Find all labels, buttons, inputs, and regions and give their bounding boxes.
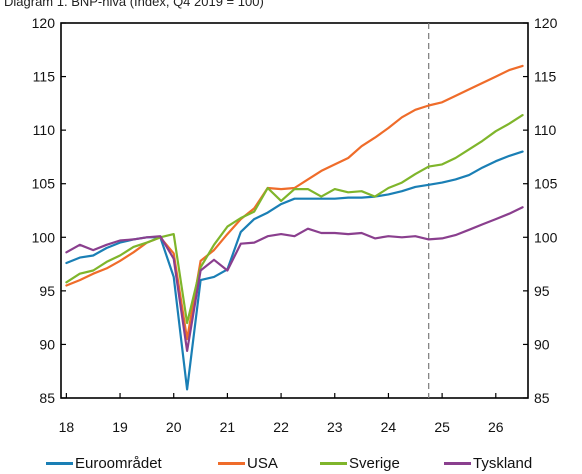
legend-label-euroomr-det: Euroområdet [75, 454, 162, 472]
legend-item-usa: USA [218, 452, 278, 474]
y-tick-label-right: 110 [534, 122, 557, 138]
legend-swatch-sverige [320, 461, 347, 465]
legend-label-sverige: Sverige [349, 454, 400, 472]
x-tick-label: 24 [381, 419, 397, 435]
header-text-left: Diagram 1. BNP-nivå (Index, Q4 2019 = 10… [4, 0, 264, 9]
chart-legend: Euroområdet USA Sverige Tyskland [0, 452, 582, 474]
y-tick-label-left: 110 [33, 122, 56, 138]
line-chart: 85 90 95 100 105 110 115 120 85 90 95 100 105 110 115… [32, 15, 558, 435]
x-tick-label: 20 [166, 419, 182, 435]
legend-swatch-euroomr-det [46, 461, 73, 465]
x-tick-label: 22 [273, 419, 289, 435]
y-tick-label-left: 115 [33, 69, 56, 85]
x-tick-label: 18 [59, 419, 75, 435]
y-tick-label-right: 85 [534, 390, 550, 406]
legend-item-euroomr-det: Euroområdet [46, 452, 162, 474]
x-tick-label: 23 [327, 419, 343, 435]
legend-item-tyskland: Tyskland [444, 452, 532, 474]
series-line-tyskland [65, 206, 524, 352]
x-tick-label: 26 [488, 419, 504, 435]
legend-item-sverige: Sverige [320, 452, 400, 474]
y-tick-label-right: 120 [534, 15, 558, 31]
legend-swatch-tyskland [444, 461, 471, 465]
legend-label-tyskland: Tyskland [473, 454, 533, 472]
y-tick-label-left: 95 [39, 283, 55, 299]
y-tick-label-right: 105 [534, 176, 558, 192]
series-group [65, 64, 524, 391]
x-axis: 18 19 20 21 22 23 24 25 26 [59, 393, 504, 435]
y-tick-label-left: 85 [39, 390, 55, 406]
header-text-fragment: Diagram 1. BNP-nivå (Index, Q4 2019 = 10… [0, 0, 582, 16]
y-tick-label-right: 95 [534, 283, 550, 299]
plot-frame [60, 22, 529, 399]
y-tick-label-right: 115 [534, 69, 557, 85]
y-tick-label-left: 100 [32, 229, 56, 245]
x-tick-label: 19 [112, 419, 128, 435]
y-tick-label-left: 90 [39, 336, 55, 352]
y-tick-label-left: 120 [32, 15, 56, 31]
x-tick-label: 25 [434, 419, 450, 435]
x-tick-label: 21 [220, 419, 236, 435]
y-axis-left: 85 90 95 100 105 110 115 120 [32, 15, 66, 406]
y-axis-right: 85 90 95 100 105 110 115 120 [523, 15, 558, 406]
legend-swatch-usa [218, 461, 245, 465]
y-tick-label-right: 90 [534, 336, 550, 352]
y-tick-label-right: 100 [534, 229, 558, 245]
series-line-sverige [65, 114, 524, 325]
series-line-usa [65, 64, 524, 341]
y-tick-label-left: 105 [32, 176, 56, 192]
legend-label-usa: USA [247, 454, 278, 472]
